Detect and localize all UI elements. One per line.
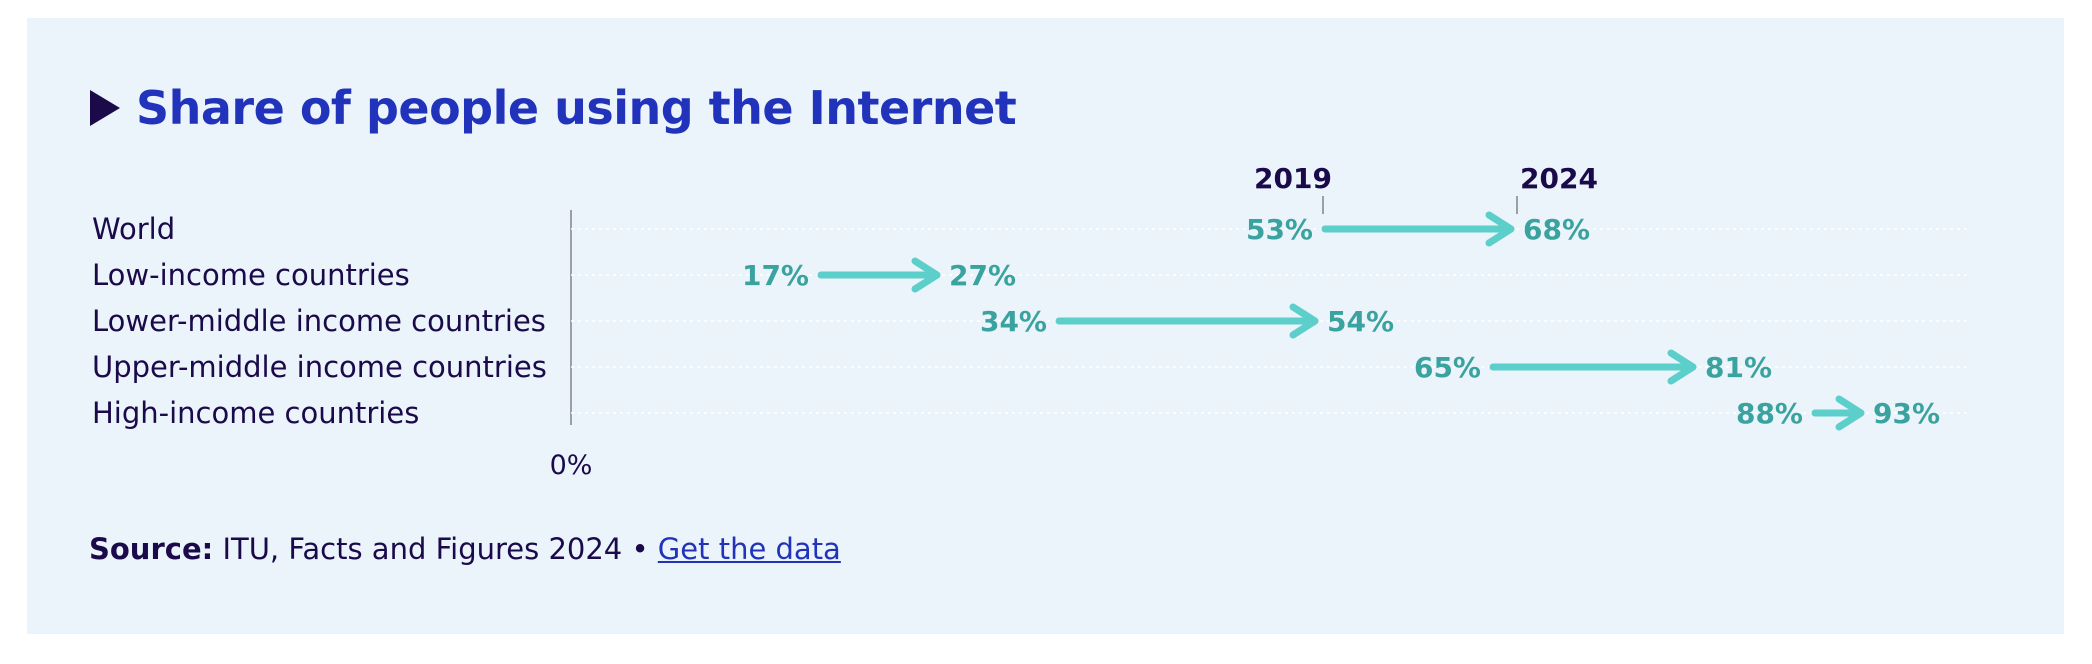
- source-label: Source:: [89, 532, 214, 566]
- start-value-label: 65%: [1414, 351, 1481, 384]
- start-year-label: 2019: [1254, 162, 1332, 195]
- end-value-label: 54%: [1327, 305, 1394, 338]
- end-year-label: 2024: [1520, 162, 1598, 195]
- category-label: Lower-middle income countries: [92, 304, 546, 338]
- triangle-icon: [90, 90, 120, 126]
- arrow-head: [1835, 395, 1865, 431]
- source-line: Source: ITU, Facts and Figures 2024 • Ge…: [89, 532, 841, 566]
- get-data-link[interactable]: Get the data: [657, 532, 841, 566]
- category-label: Upper-middle income countries: [92, 350, 547, 384]
- axis-tick-label: 0%: [550, 450, 593, 481]
- end-value-label: 81%: [1705, 351, 1772, 384]
- arrow-head: [1289, 303, 1319, 339]
- end-value-label: 93%: [1873, 397, 1940, 430]
- chart-panel: [27, 18, 2064, 634]
- arrow-head: [1485, 211, 1515, 247]
- arrow-head: [1667, 349, 1697, 385]
- start-value-label: 88%: [1736, 397, 1803, 430]
- chart-header: Share of people using the Internet: [90, 78, 1017, 138]
- category-label: High-income countries: [92, 396, 419, 430]
- category-label: Low-income countries: [92, 258, 410, 292]
- start-value-label: 17%: [742, 259, 809, 292]
- end-value-label: 27%: [949, 259, 1016, 292]
- chart-title: Share of people using the Internet: [136, 81, 1017, 135]
- start-value-label: 53%: [1246, 213, 1313, 246]
- start-value-label: 34%: [980, 305, 1047, 338]
- source-text: ITU, Facts and Figures 2024 •: [222, 532, 649, 566]
- category-label: World: [92, 212, 175, 246]
- end-value-label: 68%: [1523, 213, 1590, 246]
- arrow-head: [911, 257, 941, 293]
